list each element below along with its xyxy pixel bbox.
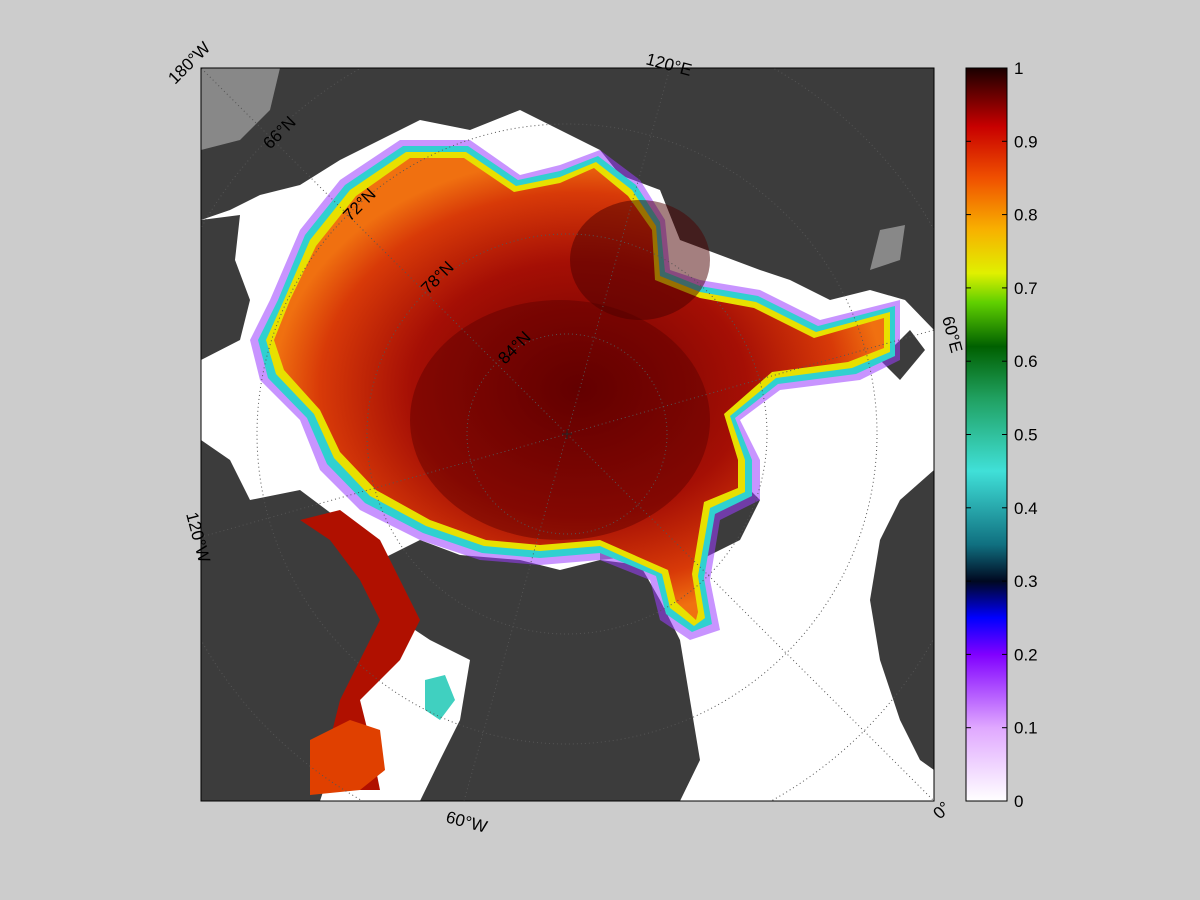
colorbar-tick-label: 0.2 <box>1014 645 1038 664</box>
sea-ice-field <box>250 140 900 795</box>
map-frame <box>200 67 935 802</box>
ice-channels-archipelago <box>300 510 420 790</box>
lon-label-60e: 60°E <box>938 314 966 355</box>
colorbar-tick-label: 0.4 <box>1014 499 1038 518</box>
colorbar-bar <box>965 67 1008 802</box>
map-panel: 66°N 72°N 78°N 84°N <box>201 68 934 801</box>
ice-pack <box>274 158 884 620</box>
colorbar-tick-label: 0.9 <box>1014 132 1038 151</box>
colorbar-tick-label: 0.3 <box>1014 572 1038 591</box>
ice-core <box>410 300 710 540</box>
lon-label-60w: 60°W <box>444 808 489 837</box>
colorbar-ticks: 0 0.1 0.2 0.3 0.4 0.5 0.6 0.7 0.8 0.9 1 <box>966 59 1038 811</box>
colorbar-tick-label: 0 <box>1014 792 1023 811</box>
graticule <box>201 68 934 801</box>
north-pole-marker <box>562 429 572 439</box>
colorbar-tick-label: 0.5 <box>1014 426 1038 445</box>
ice-baffin <box>310 720 385 795</box>
colorbar-tick-label: 0.1 <box>1014 719 1038 738</box>
colorbar-tick-label: 1 <box>1014 59 1023 78</box>
colorbar-tick-label: 0.6 <box>1014 352 1038 371</box>
colorbar-tick-label: 0.7 <box>1014 279 1038 298</box>
ice-core-east <box>570 200 710 320</box>
colorbar-tick-label: 0.8 <box>1014 206 1038 225</box>
colorbar: 0 0.1 0.2 0.3 0.4 0.5 0.6 0.7 0.8 0.9 1 <box>965 59 1038 811</box>
ice-baffin-edge <box>425 675 455 720</box>
lon-label-0: 0° <box>929 798 954 823</box>
